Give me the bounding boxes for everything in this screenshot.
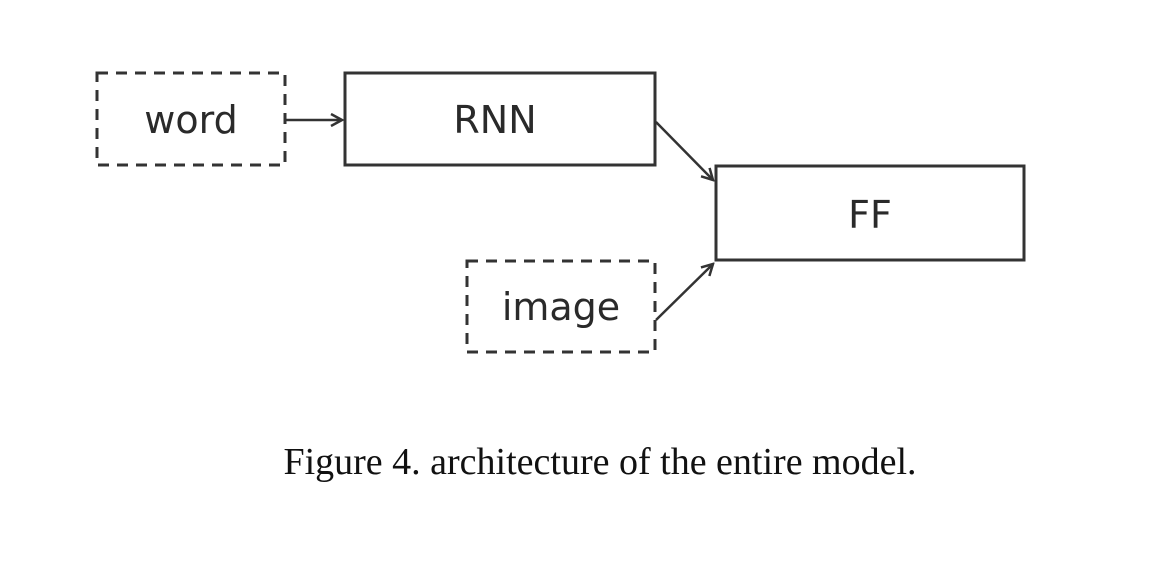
node-image: image	[465, 259, 657, 354]
edge-rnn-to-ff	[655, 121, 713, 180]
node-image-label: image	[502, 285, 620, 329]
node-ff: FF	[714, 164, 1026, 262]
node-rnn-label: RNN	[453, 98, 536, 142]
node-rnn-box	[343, 71, 657, 167]
node-rnn: RNN	[343, 71, 657, 167]
node-ff-label: FF	[848, 193, 892, 237]
edge-image-to-ff	[655, 264, 713, 321]
node-word: word	[95, 71, 287, 167]
node-word-box	[95, 71, 287, 167]
node-image-box	[465, 259, 657, 354]
node-word-label: word	[144, 98, 237, 142]
figure-caption: Figure 4. architecture of the entire mod…	[283, 441, 917, 483]
node-ff-box	[714, 164, 1026, 262]
